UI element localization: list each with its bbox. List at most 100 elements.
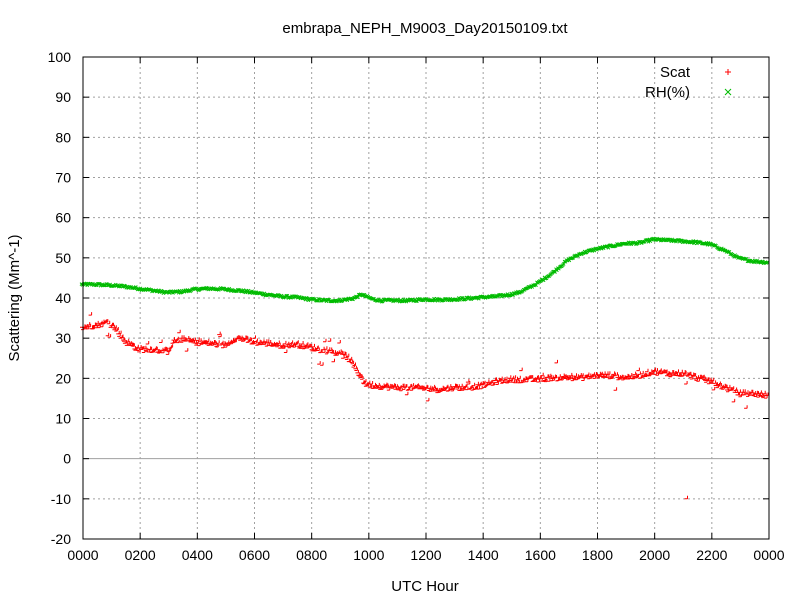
x-tick-label: 1600 xyxy=(525,547,556,563)
scat-point xyxy=(320,362,324,366)
scat-point xyxy=(758,390,762,394)
scat-point xyxy=(403,384,408,388)
scat-point xyxy=(342,351,346,355)
scat-point xyxy=(717,381,721,385)
scat-point xyxy=(493,377,497,381)
y-tick-label: 60 xyxy=(55,210,71,226)
scat-point xyxy=(447,384,452,388)
rh-point xyxy=(755,258,759,263)
scat-point xyxy=(215,344,219,348)
scat-point xyxy=(495,381,499,385)
scat-point xyxy=(724,384,728,389)
scat-point xyxy=(683,370,687,375)
y-tick-label: -10 xyxy=(51,491,71,507)
scat-point xyxy=(169,344,174,348)
scat-point xyxy=(331,358,335,363)
scat-point xyxy=(322,349,326,353)
scat-point xyxy=(216,340,220,344)
scat-point xyxy=(276,340,280,344)
legend-label-scat: Scat xyxy=(660,64,691,81)
scat-point xyxy=(332,350,336,354)
scat-point xyxy=(593,372,597,376)
scat-point xyxy=(86,322,91,326)
scat-point xyxy=(254,338,258,342)
scat-point xyxy=(507,375,512,379)
scat-point xyxy=(568,372,573,377)
x-tick-label: 1200 xyxy=(410,547,441,563)
x-tick-label: 1000 xyxy=(353,547,384,563)
scat-point xyxy=(573,373,577,377)
scat-point xyxy=(317,361,321,365)
y-tick-label: 100 xyxy=(48,49,72,65)
rh-point xyxy=(97,281,102,286)
rh-point xyxy=(236,288,241,292)
scat-point xyxy=(265,339,270,343)
scat-point xyxy=(87,323,92,328)
scat-point xyxy=(580,373,584,377)
scat-point xyxy=(181,335,185,339)
scat-point xyxy=(745,390,749,394)
scat-point xyxy=(192,337,196,342)
scat-point xyxy=(376,382,380,387)
scat-point xyxy=(730,386,735,390)
scat-point xyxy=(561,373,565,377)
scat-point xyxy=(171,337,175,341)
scat-point xyxy=(247,337,252,341)
rh-point xyxy=(345,298,350,303)
scat-point xyxy=(359,374,363,378)
scat-point xyxy=(479,385,483,390)
x-tick-label: 0400 xyxy=(182,547,213,563)
scat-point xyxy=(339,350,343,355)
y-tick-label: 20 xyxy=(55,370,71,386)
scat-point xyxy=(512,375,517,379)
rh-point xyxy=(409,297,414,302)
scat-point xyxy=(636,367,640,372)
scat-point xyxy=(499,376,503,381)
scat-point xyxy=(654,368,658,372)
scat-point xyxy=(138,345,142,349)
scat-point xyxy=(702,376,706,380)
scat-point xyxy=(316,347,320,351)
scat-point xyxy=(357,372,361,377)
y-tick-label: 70 xyxy=(55,170,71,186)
scat-point xyxy=(383,382,388,387)
scat-point xyxy=(88,312,93,316)
scat-point xyxy=(543,377,547,381)
scat-point xyxy=(718,383,722,387)
scat-point xyxy=(711,386,716,391)
scat-point xyxy=(205,338,210,343)
y-tick-label: 0 xyxy=(63,451,71,467)
scat-point xyxy=(343,352,347,356)
x-tick-label: 0200 xyxy=(125,547,156,563)
scat-point xyxy=(243,335,248,340)
scat-point xyxy=(283,349,288,353)
scat-point xyxy=(348,356,353,361)
scat-point xyxy=(350,360,355,365)
scat-point xyxy=(504,376,508,381)
rh-point xyxy=(343,297,348,302)
scat-point xyxy=(529,375,534,379)
scat-point xyxy=(218,333,222,338)
scat-point xyxy=(198,338,202,342)
scat-point xyxy=(118,330,122,335)
rh-point xyxy=(402,298,407,303)
y-tick-label: 10 xyxy=(55,411,71,427)
rh-point xyxy=(355,295,360,300)
legend: Scat RH(%) xyxy=(645,64,732,101)
legend-marker-scat xyxy=(725,69,731,75)
rh-point xyxy=(669,239,674,244)
scat-point xyxy=(106,320,111,325)
scat-point xyxy=(465,379,470,383)
scat-point xyxy=(311,343,315,348)
scat-point xyxy=(230,338,234,342)
scat-point xyxy=(614,372,618,376)
scat-point xyxy=(345,353,350,358)
scat-point xyxy=(485,379,490,383)
scat-point xyxy=(731,398,736,403)
y-tick-label: -20 xyxy=(51,531,71,547)
scat-point xyxy=(327,338,332,342)
scat-point xyxy=(425,397,430,402)
scat-point xyxy=(212,340,216,344)
scat-point xyxy=(733,387,738,391)
y-tick-label: 80 xyxy=(55,129,71,145)
